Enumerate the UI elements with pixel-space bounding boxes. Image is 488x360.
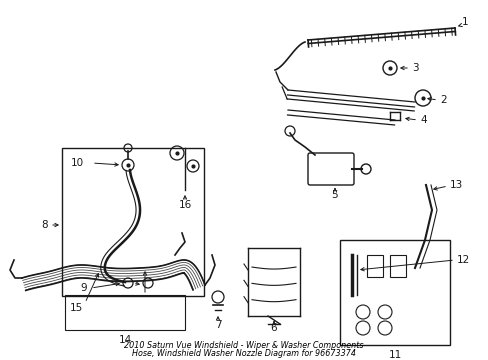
Text: 8: 8 [41,220,48,230]
Text: 2010 Saturn Vue Windshield - Wiper & Washer Components: 2010 Saturn Vue Windshield - Wiper & Was… [124,342,363,351]
Text: 9: 9 [80,283,86,293]
Text: 7: 7 [214,320,221,330]
Text: 11: 11 [387,350,401,360]
Bar [65,295,184,330]
Text: 14: 14 [118,335,131,345]
Text: 5: 5 [331,190,338,200]
Text: 1: 1 [461,17,468,27]
Bar [366,255,382,277]
Bar [339,240,449,345]
Bar [389,255,405,277]
Text: 12: 12 [456,255,469,265]
Text: 16: 16 [178,200,191,210]
Text: 3: 3 [411,63,418,73]
Bar [62,148,203,296]
Text: 10: 10 [71,158,84,168]
Text: 4: 4 [419,115,426,125]
Text: 13: 13 [449,180,462,190]
Text: Hose, Windshield Washer Nozzle Diagram for 96673374: Hose, Windshield Washer Nozzle Diagram f… [132,350,355,359]
Text: 2: 2 [439,95,446,105]
Text: 15: 15 [70,303,83,313]
Text: 6: 6 [270,323,277,333]
